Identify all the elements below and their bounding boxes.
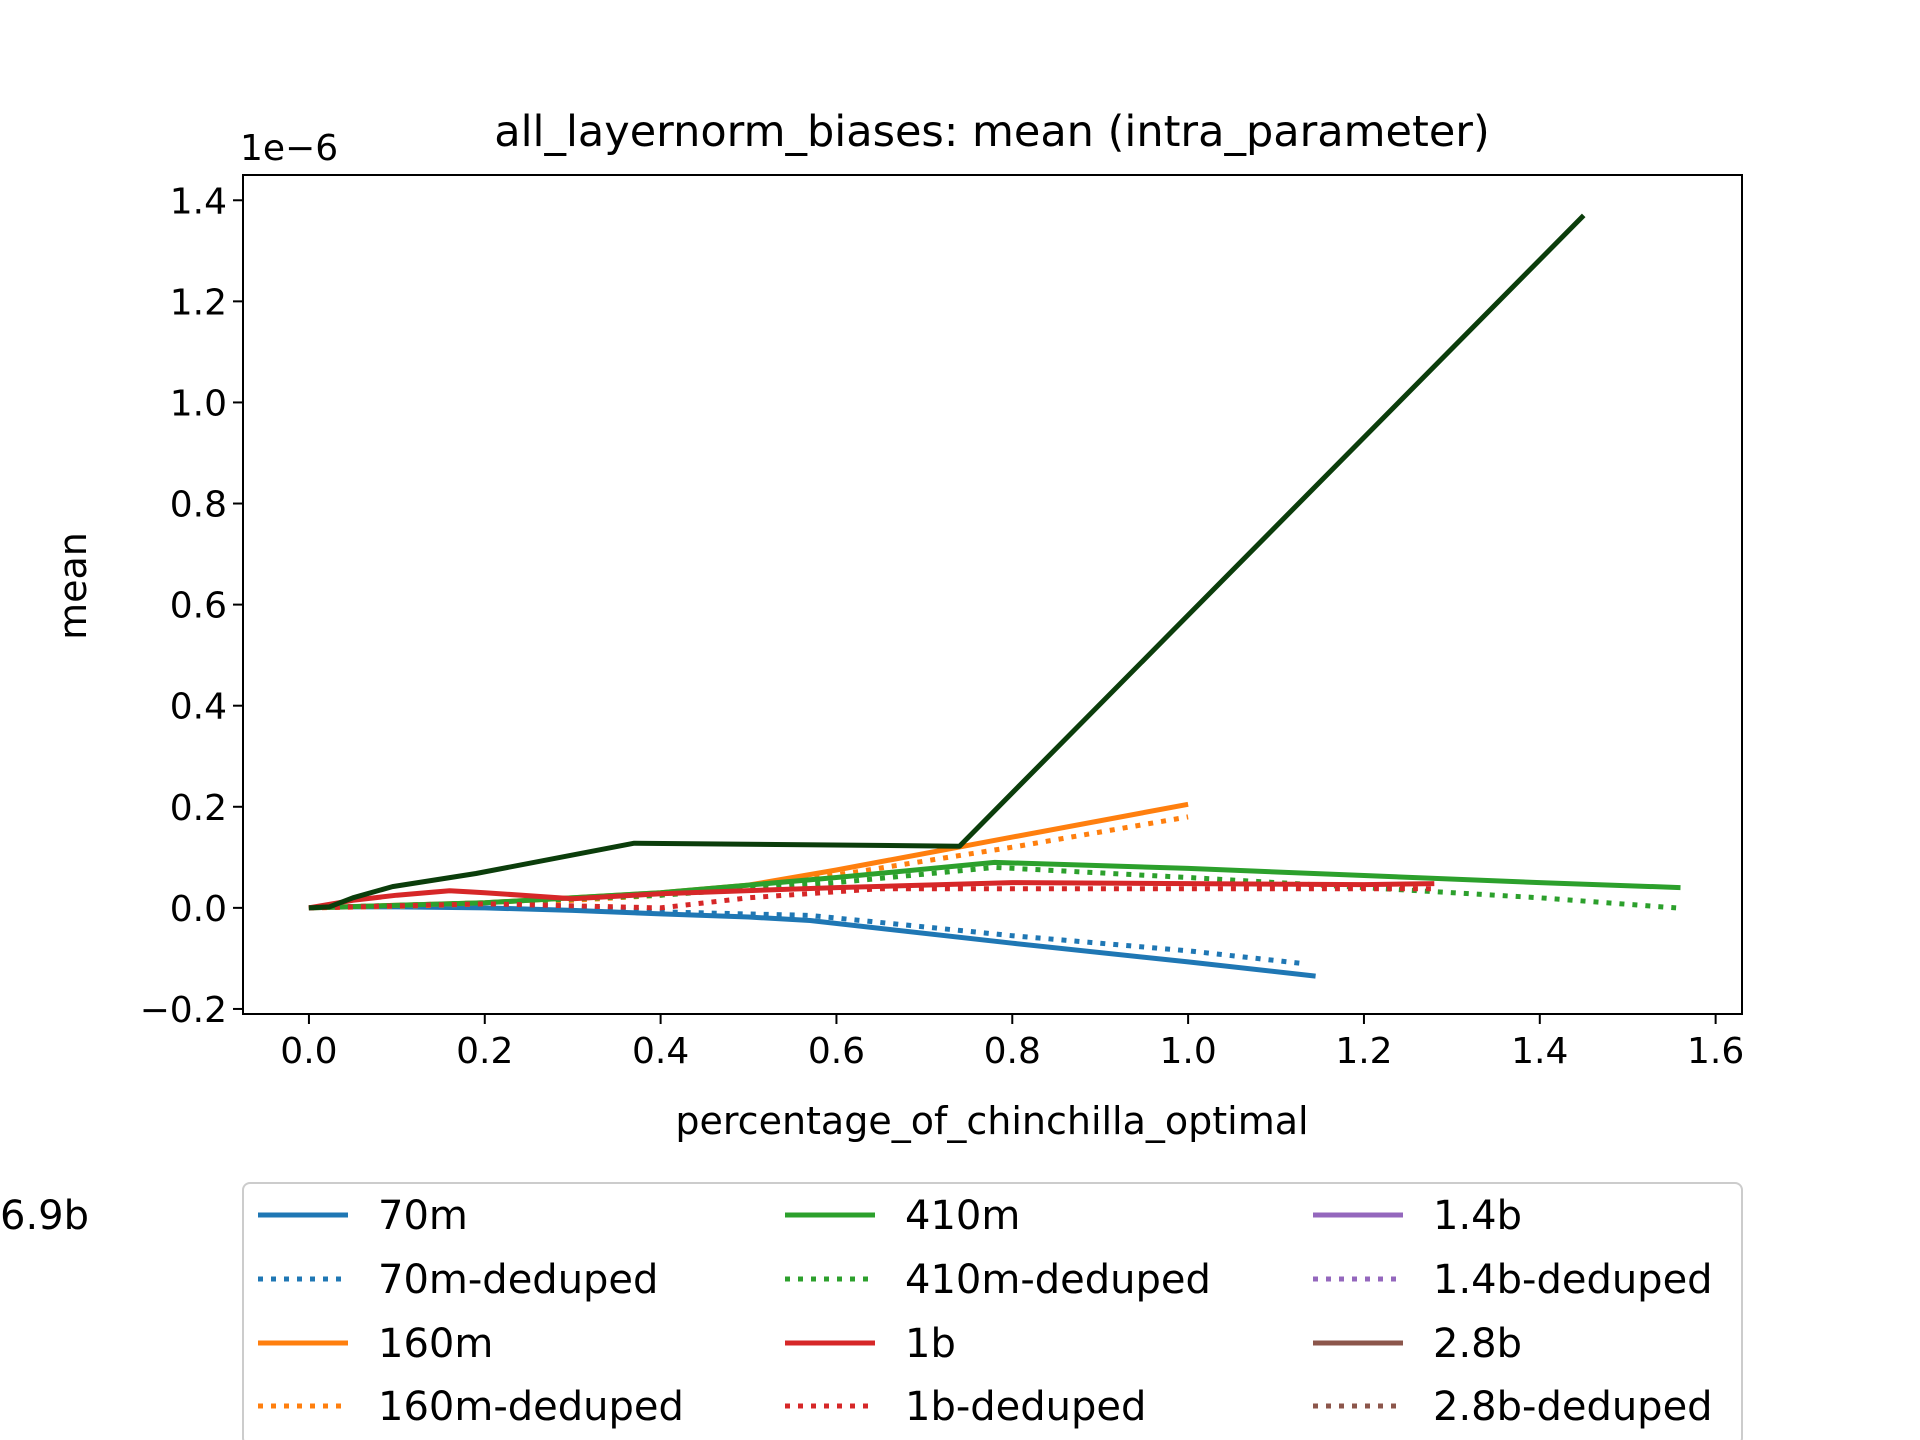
legend-label: 70m bbox=[378, 1193, 468, 1239]
legend-label: 160m-deduped bbox=[378, 1384, 684, 1430]
legend-label: 1b-deduped bbox=[905, 1384, 1146, 1430]
x-ticks: 0.0 0.2 0.4 0.6 0.8 1.0 1.2 1.4 1.6 bbox=[280, 1014, 1744, 1072]
y-tick-label: 0.4 bbox=[170, 687, 227, 728]
x-tick-label: 1.6 bbox=[1687, 1031, 1744, 1072]
y-tick-label: −0.2 bbox=[140, 990, 227, 1031]
y-tick-label: 1.4 bbox=[170, 181, 227, 222]
series-line-410m-deduped bbox=[308, 864, 1677, 911]
x-tick-label: 1.0 bbox=[1159, 1031, 1216, 1072]
series-line-6.9b bbox=[308, 213, 1586, 911]
legend: 70m 70m-deduped 160m 160m-deduped 410m 410m-d… bbox=[0, 1182, 1743, 1440]
plot-lines bbox=[308, 213, 1681, 979]
y-offset-label: 1e−6 bbox=[240, 128, 338, 169]
y-tick-label: 1.0 bbox=[170, 383, 227, 424]
legend-label: 160m bbox=[378, 1321, 493, 1367]
legend-label: 410m bbox=[905, 1193, 1020, 1239]
x-tick-label: 1.4 bbox=[1511, 1031, 1568, 1072]
x-tick-label: 0.4 bbox=[632, 1031, 689, 1072]
y-tick-label: 0.0 bbox=[170, 889, 227, 930]
plot-frame bbox=[242, 174, 1743, 1015]
x-axis-label: percentage_of_chinchilla_optimal bbox=[675, 1099, 1308, 1143]
legend-frame bbox=[242, 1182, 1743, 1440]
x-tick-label: 0.8 bbox=[984, 1031, 1041, 1072]
y-tick-label: 0.8 bbox=[170, 485, 227, 526]
legend-label: 2.8b bbox=[1433, 1321, 1522, 1367]
legend-label: 70m-deduped bbox=[378, 1257, 658, 1303]
x-tick-label: 0.2 bbox=[456, 1031, 513, 1072]
legend-label: 1b bbox=[905, 1321, 956, 1367]
chart-title: all_layernorm_biases: mean (intra_parame… bbox=[494, 107, 1490, 157]
x-tick-label: 0.6 bbox=[808, 1031, 865, 1072]
y-tick-label: 0.2 bbox=[170, 788, 227, 829]
y-axis-label: mean bbox=[51, 532, 95, 640]
legend-label: 6.9b bbox=[0, 1193, 89, 1239]
series-line-1b bbox=[308, 880, 1435, 911]
legend-label: 1.4b bbox=[1433, 1193, 1522, 1239]
legend-label: 2.8b-deduped bbox=[1433, 1384, 1713, 1430]
legend-label: 410m-deduped bbox=[905, 1257, 1211, 1303]
x-tick-label: 0.0 bbox=[280, 1031, 337, 1072]
legend-label: 1.4b-deduped bbox=[1433, 1257, 1713, 1303]
y-ticks: −0.2 0.0 0.2 0.4 0.6 0.8 1.0 1.2 1.4 bbox=[140, 181, 243, 1031]
y-tick-label: 0.6 bbox=[170, 586, 227, 627]
x-tick-label: 1.2 bbox=[1335, 1031, 1392, 1072]
y-tick-label: 1.2 bbox=[170, 282, 227, 323]
